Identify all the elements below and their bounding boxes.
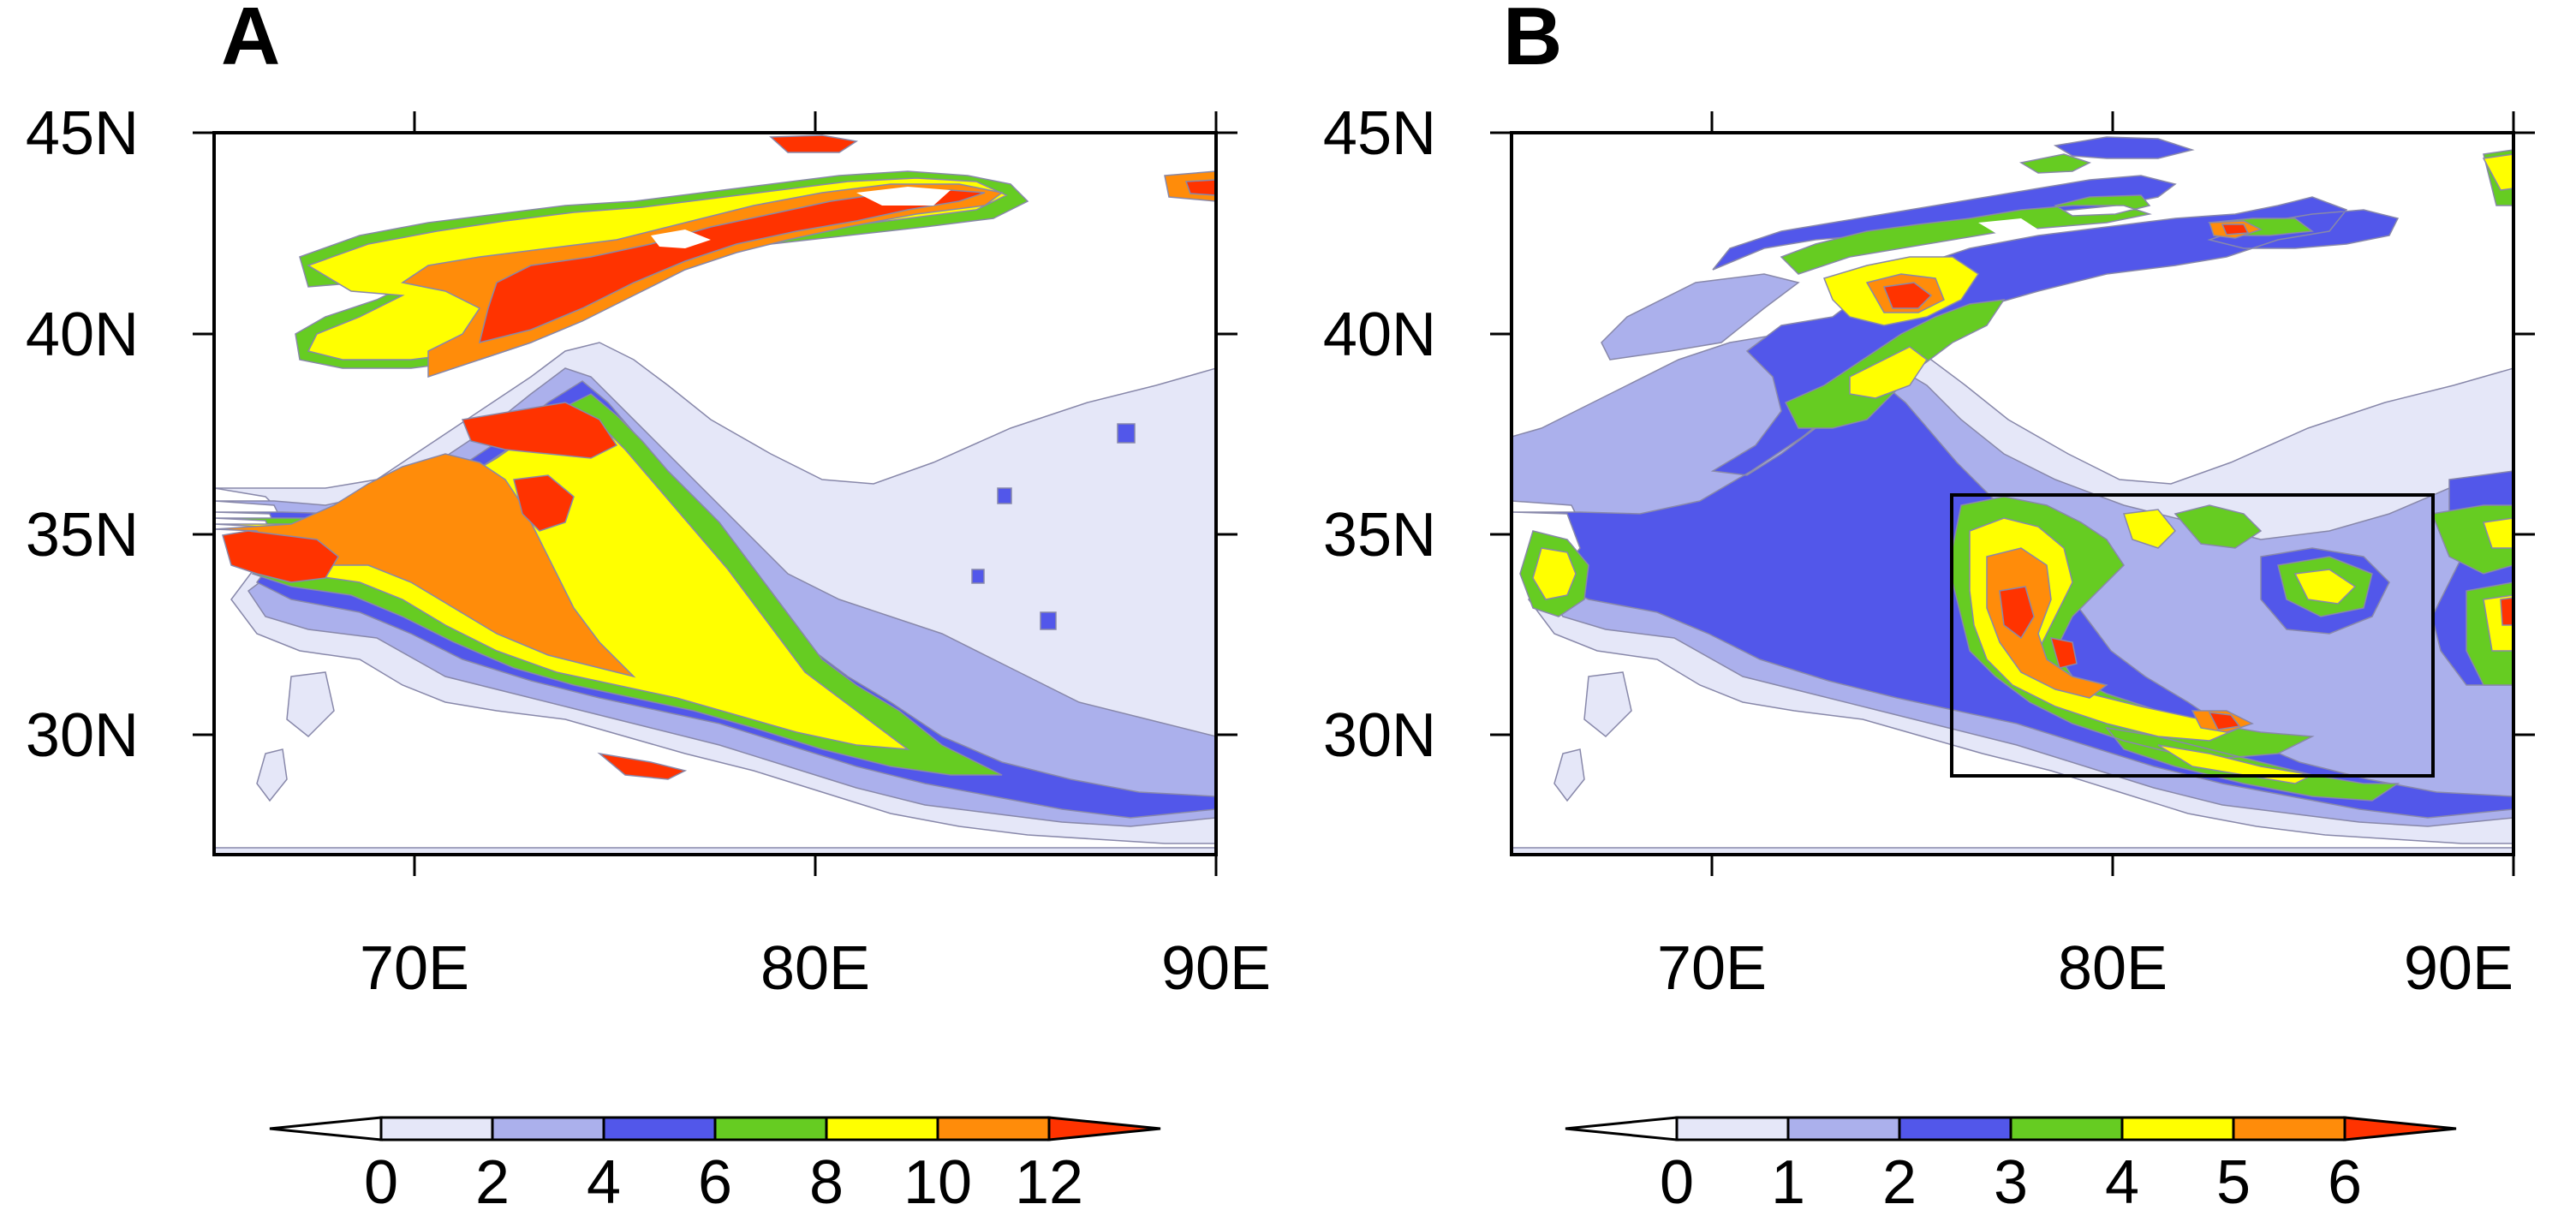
panel-b-frame xyxy=(1510,131,2515,856)
panel-a-colorbar-bin5 xyxy=(936,1116,1051,1141)
panel-b-level-4: 4 xyxy=(2105,1148,2139,1210)
panel-a-ticks xyxy=(193,111,1237,876)
panel-a-ytick-45n: 45N xyxy=(26,99,139,168)
panel-a-ytick-35n: 35N xyxy=(26,501,139,569)
panel-b-analysis-box xyxy=(1950,493,2435,778)
panel-b-colorbar-open-end xyxy=(1565,1116,1679,1141)
panel-a-colorbar-bin6 xyxy=(1047,1116,1161,1141)
panel-b-ticks xyxy=(1490,111,2535,876)
panel-b-colorbar-bin3 xyxy=(2009,1116,2124,1141)
panel-b-colorbar: 0 1 2 3 4 5 6 xyxy=(1565,1116,2457,1210)
panel-a-colorbar-bin4 xyxy=(825,1116,939,1141)
panel-b-level-2: 2 xyxy=(1882,1148,1917,1210)
panel-b-colorbar-bin6 xyxy=(2343,1116,2457,1141)
panel-a-field-spots xyxy=(971,423,1136,630)
panel-b-field-hole xyxy=(1978,218,2038,238)
panel-a-ytick-labels: 45N 40N 35N 30N xyxy=(26,99,139,770)
panel-a-colorbar-open-end xyxy=(269,1116,383,1141)
panel-a-level-6: 6 xyxy=(698,1148,732,1210)
panel-b-colorbar-bin4 xyxy=(2120,1116,2235,1141)
panel-a-field-hole xyxy=(651,187,951,248)
panel-b-colorbar-bin1 xyxy=(1786,1116,1901,1141)
panel-a-colorbar-bin3 xyxy=(713,1116,828,1141)
panel-b-xtick-70e: 70E xyxy=(1657,934,1767,1003)
panel-b-level-6: 6 xyxy=(2328,1148,2362,1210)
panel-a-colorbar-bin1 xyxy=(491,1116,605,1141)
panel-a-xtick-80e: 80E xyxy=(760,934,870,1003)
panel-b-ytick-35n: 35N xyxy=(1323,501,1436,569)
panel-a-xtick-70e: 70E xyxy=(360,934,469,1003)
panel-a-level-4: 4 xyxy=(587,1148,621,1210)
panel-b-ytick-30n: 30N xyxy=(1323,701,1436,770)
panel-a-frame xyxy=(212,131,1218,856)
panel-a-letter: A xyxy=(221,0,280,82)
panel-a-colorbar-bin0 xyxy=(379,1116,494,1141)
panel-b-ytick-45n: 45N xyxy=(1323,99,1436,168)
panel-a: A xyxy=(26,0,1271,1210)
panel-b-level-5: 5 xyxy=(2216,1148,2251,1210)
panel-b-ytick-labels: 45N 40N 35N 30N xyxy=(1323,99,1436,770)
panel-b-colorbar-bin0 xyxy=(1675,1116,1790,1141)
panel-b-field-bin5 xyxy=(1865,220,2263,733)
panel-a-colorbar-bin2 xyxy=(602,1116,717,1141)
panel-a-level-12: 12 xyxy=(1015,1148,1083,1210)
panel-b-xtick-80e: 80E xyxy=(2058,934,2168,1003)
panel-b-map-field xyxy=(1512,136,2513,855)
panel-a-xtick-90e: 90E xyxy=(1161,934,1271,1003)
panel-b-level-1: 1 xyxy=(1771,1148,1805,1210)
panel-a-level-0: 0 xyxy=(364,1148,398,1210)
panel-a-field-right-edge-red xyxy=(1184,179,1216,196)
panel-b-level-3: 3 xyxy=(1994,1148,2028,1210)
panel-b-level-0: 0 xyxy=(1660,1148,1694,1210)
panel-a-ytick-40n: 40N xyxy=(26,301,139,369)
panel-a-ytick-30n: 30N xyxy=(26,701,139,770)
panel-b: B xyxy=(1323,0,2535,1210)
panel-b-field-bin2 xyxy=(1512,136,2513,819)
panel-b-colorbar-bin2 xyxy=(1898,1116,2012,1141)
panel-a-field-bin0-b xyxy=(214,671,1216,855)
panel-b-xtick-90e: 90E xyxy=(2404,934,2513,1003)
panel-a-map-field xyxy=(214,134,1216,855)
panel-b-field-bin0-b xyxy=(1512,671,2513,855)
panel-b-field-bin6 xyxy=(1882,224,2513,730)
panel-b-xtick-labels: 70E 80E 90E xyxy=(1657,934,2513,1003)
panel-a-level-10: 10 xyxy=(903,1148,972,1210)
panel-a-colorbar: 0 2 4 6 8 10 12 xyxy=(269,1116,1161,1210)
panel-a-xtick-labels: 70E 80E 90E xyxy=(360,934,1271,1003)
panel-b-ytick-40n: 40N xyxy=(1323,301,1436,369)
panel-a-level-8: 8 xyxy=(809,1148,844,1210)
panel-a-level-2: 2 xyxy=(475,1148,510,1210)
panel-b-letter: B xyxy=(1503,0,1562,82)
panel-b-colorbar-bin5 xyxy=(2232,1116,2346,1141)
